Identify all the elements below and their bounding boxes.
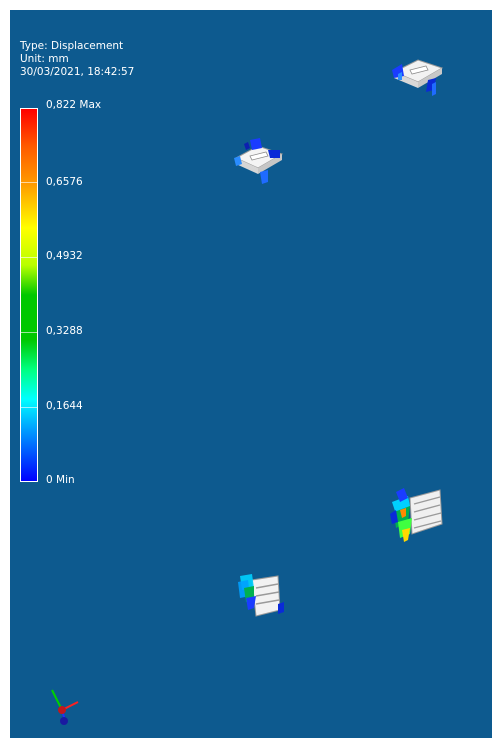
legend-tick-label: 0,3288 [46, 325, 83, 337]
legend-gradient-bar [20, 108, 38, 482]
result-unit: Unit: mm [20, 53, 134, 66]
part-bracket-right[interactable] [388, 484, 448, 544]
result-info: Type: Displacement Unit: mm 30/03/2021, … [20, 40, 134, 79]
legend-min-label: 0 Min [46, 474, 75, 486]
legend-tick-label: 0,1644 [46, 400, 83, 412]
axis-triad-icon [44, 684, 84, 728]
result-type: Type: Displacement [20, 40, 134, 53]
legend-tick-label: 0,4932 [46, 250, 83, 262]
part-clip-top-right[interactable] [388, 54, 446, 98]
legend-max-label: 0,822 Max [46, 99, 101, 111]
fea-viewport[interactable]: Type: Displacement Unit: mm 30/03/2021, … [10, 10, 492, 738]
part-clip-upper-center[interactable] [230, 136, 286, 186]
legend-tick-label: 0,6576 [46, 176, 83, 188]
color-legend [20, 108, 42, 482]
result-timestamp: 30/03/2021, 18:42:57 [20, 66, 134, 79]
part-bracket-bottom[interactable] [234, 570, 290, 620]
